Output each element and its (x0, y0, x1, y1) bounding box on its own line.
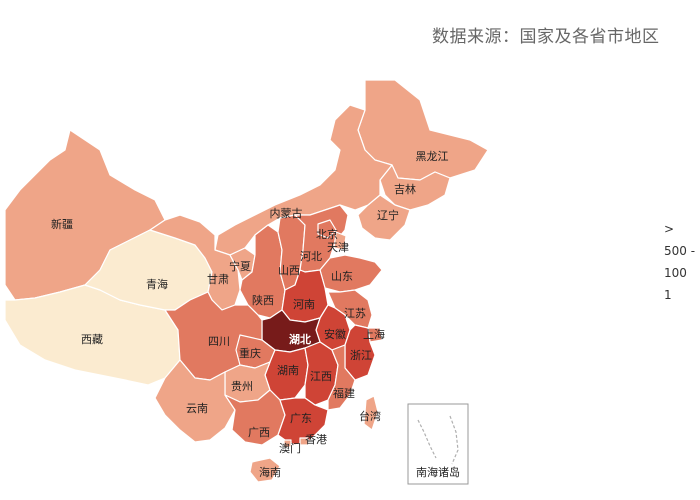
label-beijing: 北京 (316, 227, 338, 241)
label-xianggang: 香港 (305, 433, 327, 446)
province-liaoning[interactable] (357, 194, 411, 241)
legend-item[interactable]: 1 (664, 288, 672, 302)
label-shaanxi: 陕西 (252, 293, 274, 307)
label-shanxi: 山西 (278, 264, 300, 277)
label-qinghai: 青海 (146, 277, 168, 291)
legend-item[interactable]: 500 - (664, 244, 696, 258)
province-taiwan[interactable] (363, 395, 379, 431)
label-jiangxi: 江西 (310, 370, 332, 383)
label-guizhou: 贵州 (231, 380, 253, 393)
province-hebei[interactable] (294, 204, 349, 273)
legend-item[interactable]: > (664, 222, 675, 236)
label-hainan: 海南 (259, 465, 281, 479)
label-sichuan: 四川 (208, 335, 230, 348)
label-anhui: 安徽 (324, 327, 346, 341)
province-fujian[interactable] (327, 344, 356, 411)
label-tianjin: 天津 (327, 241, 349, 254)
label-shanghai: 上海 (363, 327, 385, 341)
label-zhejiang: 浙江 (350, 349, 372, 362)
label-jilin: 吉林 (394, 182, 416, 196)
label-nanhai: 南海诸岛 (416, 465, 460, 479)
label-henan: 河南 (293, 298, 315, 311)
south-china-sea-inset (407, 403, 469, 485)
label-aomen: 澳门 (279, 441, 301, 455)
province-tianjin[interactable] (333, 231, 347, 251)
label-heilongjiang: 黑龙江 (416, 150, 449, 163)
label-yunnan: 云南 (186, 402, 208, 415)
label-shandong: 山东 (331, 270, 353, 283)
data-source-note: 数据来源：国家及各省市地区 (432, 27, 660, 47)
legend: > 500 - 100 1 (664, 218, 695, 306)
label-guangdong: 广东 (290, 412, 312, 425)
label-xizang: 西藏 (81, 333, 103, 346)
province-beijing[interactable] (317, 219, 337, 239)
label-hubei: 湖北 (289, 332, 311, 346)
label-xinjiang: 新疆 (51, 217, 73, 231)
label-gansu: 甘肃 (207, 273, 229, 286)
label-fujian: 福建 (333, 386, 355, 400)
province-jilin[interactable] (379, 164, 451, 211)
province-shandong[interactable] (319, 254, 383, 293)
label-liaoning: 辽宁 (377, 208, 399, 222)
label-chongqing: 重庆 (239, 346, 261, 360)
province-xianggang[interactable] (299, 437, 309, 446)
province-gansu[interactable] (149, 214, 241, 311)
label-taiwan: 台湾 (359, 409, 381, 423)
province-guangdong[interactable] (277, 397, 329, 446)
province-yunnan[interactable] (154, 359, 236, 443)
label-ningxia: 宁夏 (229, 259, 251, 273)
label-jiangsu: 江苏 (344, 307, 366, 320)
province-aomen[interactable] (283, 439, 292, 448)
label-hunan: 湖南 (277, 364, 299, 377)
province-hainan[interactable] (249, 457, 281, 483)
label-guangxi: 广西 (248, 426, 270, 439)
label-neimenggu: 内蒙古 (270, 206, 303, 220)
legend-item[interactable]: 100 (664, 266, 687, 280)
south-sea-islands-icon (417, 415, 459, 471)
label-hebei: 河北 (300, 250, 322, 263)
